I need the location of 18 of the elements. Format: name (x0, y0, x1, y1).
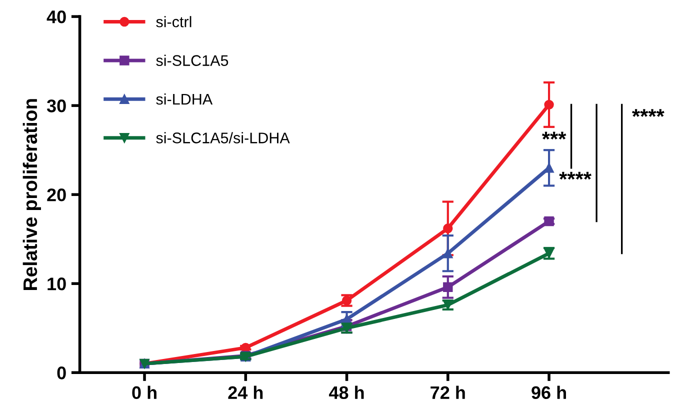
annotation: **** (559, 172, 592, 180)
x-tick-label: 96 h (532, 386, 566, 400)
y-tick-label: 20 (47, 188, 66, 202)
annotation: **** (632, 109, 664, 117)
y-tick-label: 10 (48, 278, 66, 290)
annotation: *** (542, 132, 566, 140)
legend-label: si-SLC1A5/si-LDHA (156, 132, 290, 144)
y-tick-label: 0 (57, 366, 66, 380)
x-tick-label: 72 h (430, 386, 465, 399)
y-tick-label: 30 (46, 100, 66, 112)
legend-label: si-LDHA (156, 93, 213, 105)
legend-label: si-SLC1A5 (156, 54, 228, 66)
legend-label: si-ctrl (156, 16, 192, 28)
y-tick-label: 40 (46, 10, 66, 24)
y-axis-title: Relative proliferation (22, 99, 41, 290)
x-tick-label: 24 h (228, 386, 263, 399)
x-tick-label: 0 h (132, 386, 156, 400)
x-tick-label: 48 h (328, 386, 364, 400)
